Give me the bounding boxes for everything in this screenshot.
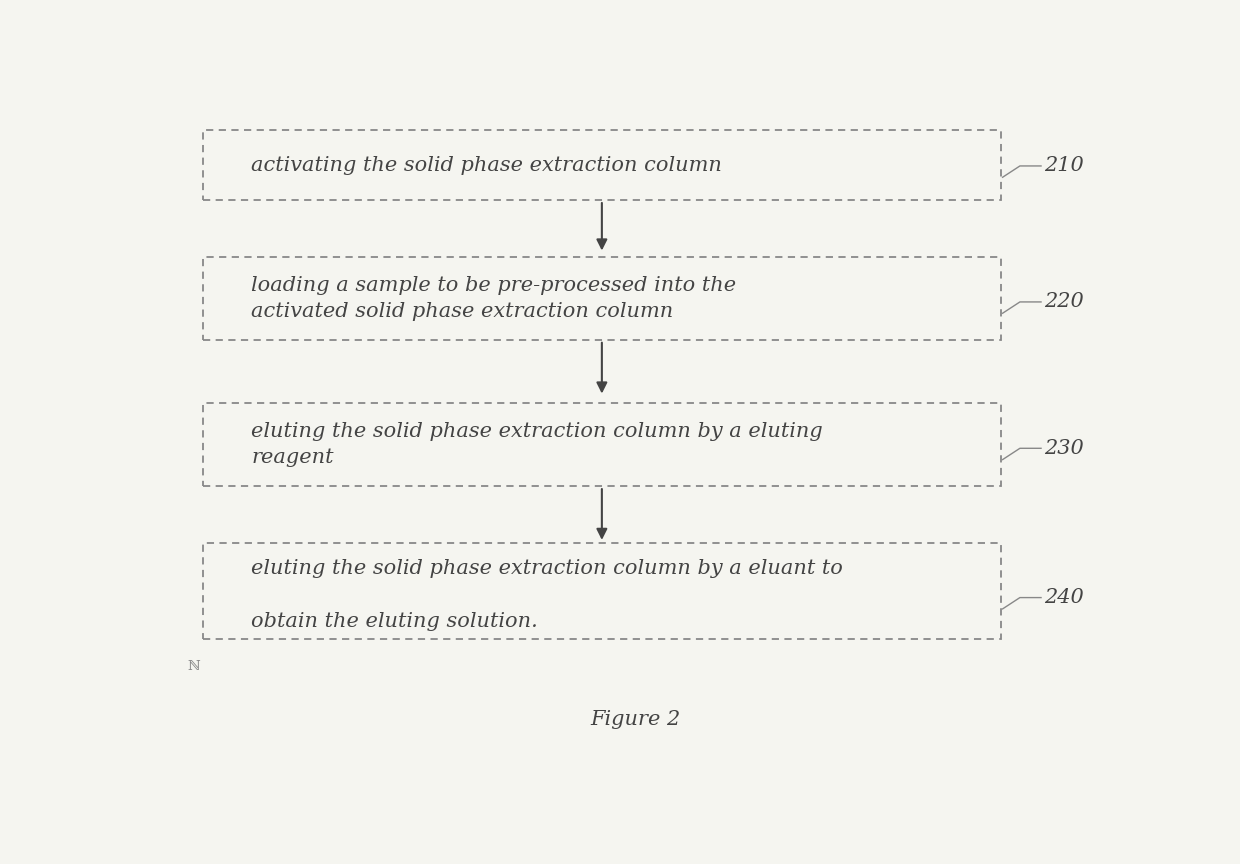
FancyBboxPatch shape xyxy=(203,257,1001,340)
Text: Figure 2: Figure 2 xyxy=(590,709,681,728)
FancyBboxPatch shape xyxy=(203,543,1001,639)
FancyBboxPatch shape xyxy=(203,130,1001,200)
Text: 210: 210 xyxy=(1044,156,1084,175)
Text: 240: 240 xyxy=(1044,588,1084,607)
Text: loading a sample to be pre-processed into the
activated solid phase extraction c: loading a sample to be pre-processed int… xyxy=(250,276,737,321)
Text: 220: 220 xyxy=(1044,292,1084,311)
Text: 230: 230 xyxy=(1044,439,1084,458)
Text: ℕ: ℕ xyxy=(187,659,200,673)
Text: eluting the solid phase extraction column by a eluant to

obtain the eluting sol: eluting the solid phase extraction colum… xyxy=(250,559,843,632)
Text: activating the solid phase extraction column: activating the solid phase extraction co… xyxy=(250,156,722,175)
FancyBboxPatch shape xyxy=(203,403,1001,486)
Text: eluting the solid phase extraction column by a eluting
reagent: eluting the solid phase extraction colum… xyxy=(250,422,823,467)
